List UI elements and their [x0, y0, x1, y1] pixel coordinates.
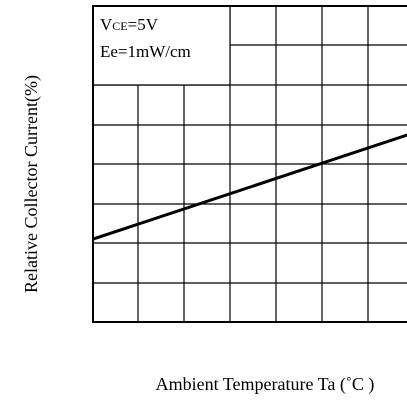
y-axis-label: Relative Collector Current(%): [21, 75, 42, 293]
annotation-background: [94, 7, 230, 85]
plot-frame: [92, 5, 407, 323]
vce-value: =5V: [128, 15, 159, 34]
annotation-box: [93, 6, 231, 86]
x-axis-label: Ambient Temperature Ta (˚C ): [156, 374, 375, 395]
vce-main: V: [100, 15, 113, 34]
ee-annotation: Ee=1mW/cm: [100, 42, 191, 61]
vce-subscript: CE: [112, 19, 127, 33]
series-line: [92, 133, 407, 241]
vce-annotation: VCE=5V: [100, 15, 159, 34]
